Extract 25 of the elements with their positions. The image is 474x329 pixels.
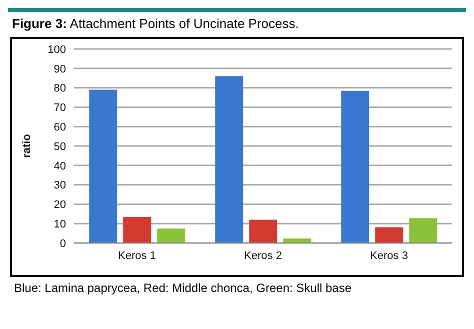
text: Blue: Lamina paprycea, Red: Middle chonca, Green: Skull base — [13, 280, 353, 297]
y-tick-label: 10 — [54, 218, 66, 231]
bar — [249, 220, 278, 243]
y-tick-label: 70 — [54, 102, 66, 114]
bar — [409, 218, 438, 243]
y-tick-label: 60 — [54, 122, 66, 134]
bar — [341, 90, 370, 243]
x-tick-label: Keros 2 — [244, 250, 282, 262]
bar — [215, 76, 244, 243]
bar — [123, 217, 152, 243]
y-tick-label: 100 — [48, 44, 66, 56]
bar — [89, 90, 118, 243]
y-tick-label: 20 — [54, 199, 66, 212]
bar — [375, 227, 404, 243]
y-axis-title: ratio — [20, 134, 33, 158]
bar — [157, 228, 186, 243]
y-tick-label: 80 — [54, 82, 66, 95]
y-tick-label: 0 — [60, 238, 66, 250]
chart-title: Figure 3: Attachment Points of Uncinate Process. — [11, 15, 300, 33]
x-tick-label: Keros 3 — [370, 250, 408, 262]
y-tick-label: 30 — [54, 180, 66, 192]
y-tick-label: 50 — [54, 140, 66, 153]
y-tick-label: 40 — [54, 160, 66, 172]
x-tick-label: Keros 1 — [118, 250, 156, 262]
y-tick-label: 90 — [54, 63, 66, 76]
